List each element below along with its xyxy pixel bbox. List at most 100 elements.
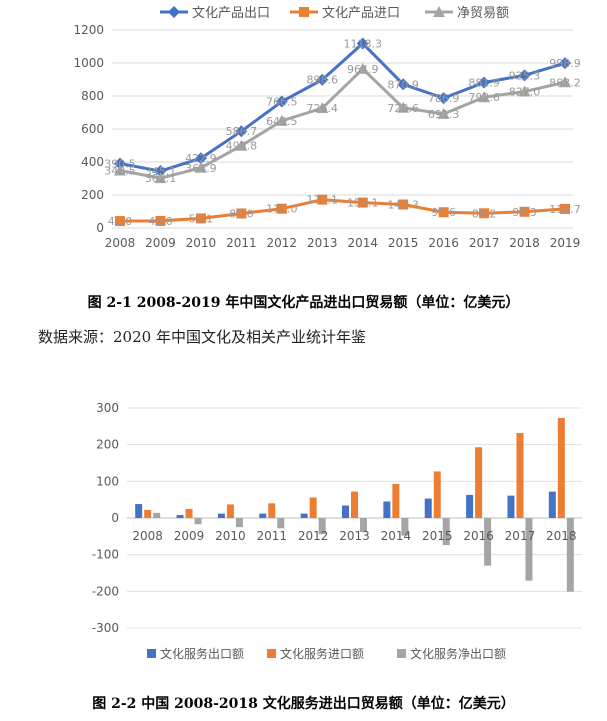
line-x-tick-label: 2011 xyxy=(226,236,257,250)
bar-y-tick-label: -100 xyxy=(92,548,119,562)
line-point xyxy=(356,62,369,74)
bar-x-tick-label: 2012 xyxy=(298,529,329,543)
line-data-label: 172.1 xyxy=(307,194,339,207)
line-data-label: 42.0 xyxy=(108,215,133,228)
line-data-label: 964.9 xyxy=(347,63,379,76)
line-point xyxy=(276,203,287,214)
line-point xyxy=(155,215,166,226)
line-data-label: 348.5 xyxy=(104,164,136,177)
figure-1-caption: 图 2-1 2008-2019 年中国文化产品进出口贸易额（单位：亿美元） xyxy=(87,295,520,311)
line-x-tick-label: 2019 xyxy=(550,236,581,250)
line-point xyxy=(559,76,571,88)
line-point xyxy=(235,139,248,151)
bar xyxy=(442,518,450,546)
legend-label: 文化服务进口额 xyxy=(280,646,364,661)
legend-label: 文化服务净出口额 xyxy=(410,646,506,661)
bar xyxy=(153,512,161,518)
bar xyxy=(309,497,317,518)
bar xyxy=(185,508,193,518)
bar xyxy=(259,513,267,518)
line-data-label: 898.6 xyxy=(307,74,339,87)
line-point xyxy=(519,206,530,217)
bar-y-tick-label: 0 xyxy=(111,511,119,525)
line-series-1 xyxy=(119,41,566,173)
bar xyxy=(392,483,400,518)
line-point xyxy=(317,194,328,205)
line-point xyxy=(115,216,125,227)
line-data-label: 1118.3 xyxy=(343,37,382,50)
line-x-tick-label: 2014 xyxy=(347,236,378,250)
line-x-tick-label: 2018 xyxy=(509,236,540,250)
line-point xyxy=(154,172,167,184)
line-point xyxy=(397,78,410,91)
legend-marker xyxy=(433,6,445,17)
line-data-label: 364.9 xyxy=(185,162,217,175)
bar xyxy=(484,518,492,566)
line-point xyxy=(357,197,368,208)
bar xyxy=(548,491,556,518)
line-point xyxy=(478,91,491,103)
bar xyxy=(424,498,432,518)
bar-x-tick-label: 2018 xyxy=(546,529,577,543)
line-point xyxy=(194,161,207,173)
line-data-label: 883.2 xyxy=(549,76,581,89)
line-point xyxy=(114,157,126,170)
line-data-label: 881.9 xyxy=(468,76,500,89)
line-data-label: 43.0 xyxy=(148,215,173,228)
legend-label: 净贸易额 xyxy=(457,6,509,21)
bar-chart: -300 -200 -100 0 100 200 300 2008 2009 2010 2011 20… xyxy=(82,390,592,680)
bar-x-tick-label: 2016 xyxy=(463,529,494,543)
line-point xyxy=(479,208,490,219)
line-data-label: 766.5 xyxy=(266,96,298,109)
bar xyxy=(466,494,474,518)
line-y-tick-label: 1000 xyxy=(73,56,104,70)
line-data-label: 115.7 xyxy=(549,203,581,216)
line-point xyxy=(518,85,531,97)
line-data-label: 586.7 xyxy=(226,125,258,138)
bar xyxy=(217,513,225,518)
bar xyxy=(525,518,533,581)
line-point xyxy=(316,73,329,86)
bar xyxy=(176,515,184,518)
bar xyxy=(235,518,243,528)
line-data-label: 142.3 xyxy=(387,199,419,212)
legend-swatch xyxy=(147,649,156,658)
line-data-label: 998.9 xyxy=(549,57,581,70)
bar-y-tick-label: 100 xyxy=(96,474,119,488)
line-point xyxy=(316,102,329,114)
line-point xyxy=(356,37,369,50)
line-data-label: 786.9 xyxy=(428,92,460,105)
bar-y-tick-label: -200 xyxy=(92,584,119,598)
line-point xyxy=(235,125,248,138)
bar xyxy=(144,509,152,518)
line-point xyxy=(114,164,126,176)
line-point xyxy=(559,57,571,70)
line-y-tick-label: 0 xyxy=(96,221,104,235)
line-data-label: 89.2 xyxy=(472,207,497,220)
bar-x-tick-label: 2015 xyxy=(422,529,453,543)
bar-chart-svg: -300 -200 -100 0 100 200 300 2008 2009 2010 2011 20… xyxy=(92,401,582,661)
line-data-label: 691.3 xyxy=(428,108,460,121)
bar-y-tick-label: 200 xyxy=(96,438,119,452)
line-point xyxy=(518,69,531,82)
line-point xyxy=(398,199,409,210)
bar-x-tick-label: 2011 xyxy=(256,529,287,543)
line-point xyxy=(195,213,206,224)
bar-x-tick-label: 2014 xyxy=(381,529,412,543)
bar-x-tick-label: 2010 xyxy=(215,529,246,543)
line-x-tick-label: 2010 xyxy=(186,236,217,250)
bar xyxy=(351,491,358,518)
bar xyxy=(135,504,143,518)
bar xyxy=(226,504,234,518)
bar-x-tick-label: 2013 xyxy=(339,529,370,543)
line-data-label: 58.1 xyxy=(189,212,214,225)
bar-x-tick-label: 2009 xyxy=(174,529,205,543)
line-data-label: 88.0 xyxy=(229,207,254,220)
legend-label: 文化服务出口额 xyxy=(160,646,244,661)
bar xyxy=(360,518,367,532)
figure-2-caption: 图 2-2 中国 2008-2018 文化服务进出口贸易额（单位：亿美元） xyxy=(92,696,515,712)
line-point xyxy=(154,165,167,178)
line-point xyxy=(560,203,570,214)
bar xyxy=(516,432,524,518)
line-series-3 xyxy=(119,66,566,180)
